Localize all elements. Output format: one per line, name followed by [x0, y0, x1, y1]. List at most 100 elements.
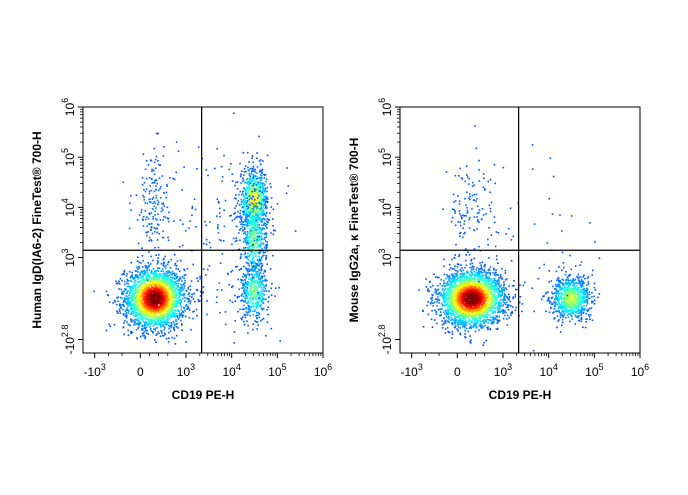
data-point: [260, 240, 262, 242]
data-point: [248, 161, 250, 163]
data-point: [505, 312, 507, 314]
data-point: [261, 283, 263, 285]
data-point: [264, 247, 266, 249]
data-point: [257, 185, 259, 187]
data-point: [260, 276, 262, 278]
data-point: [138, 327, 140, 329]
plot-frame: [83, 107, 323, 353]
data-point: [151, 297, 153, 299]
data-point: [190, 285, 192, 287]
data-point: [160, 219, 162, 221]
data-point: [242, 224, 244, 226]
data-point: [142, 335, 144, 337]
data-point: [265, 174, 267, 176]
data-point: [151, 293, 153, 295]
data-point: [171, 295, 173, 297]
data-point: [119, 304, 121, 306]
data-point: [166, 338, 168, 340]
data-point: [262, 209, 264, 211]
data-point: [162, 270, 164, 272]
data-point: [206, 225, 208, 227]
data-point: [256, 317, 258, 319]
data-point: [261, 267, 263, 269]
data-point: [252, 260, 254, 262]
data-point: [163, 259, 165, 261]
data-point: [252, 185, 254, 187]
data-point: [146, 288, 148, 290]
data-point: [259, 224, 261, 226]
data-point: [247, 232, 249, 234]
data-point: [153, 328, 155, 330]
data-point: [142, 184, 144, 186]
data-point: [168, 325, 170, 327]
data-point: [119, 281, 121, 283]
data-point: [209, 221, 211, 223]
data-point: [173, 312, 175, 314]
data-point: [252, 294, 254, 296]
data-point: [240, 215, 242, 217]
data-point: [181, 306, 183, 308]
data-point: [177, 280, 179, 282]
data-point: [221, 166, 223, 168]
data-point: [252, 224, 254, 226]
data-point: [263, 218, 265, 220]
data-point: [174, 278, 176, 280]
data-point: [250, 222, 252, 224]
data-point: [127, 273, 129, 275]
data-point: [271, 328, 273, 330]
data-point: [141, 209, 143, 211]
data-point: [151, 169, 153, 171]
data-point: [240, 210, 242, 212]
data-point: [257, 279, 259, 281]
data-point: [163, 278, 165, 280]
data-point: [127, 286, 129, 288]
data-point: [209, 242, 211, 244]
data-point: [146, 188, 148, 190]
data-point: [147, 310, 149, 312]
data-point: [264, 294, 266, 296]
data-point: [160, 313, 162, 315]
data-point: [261, 221, 263, 223]
data-point: [266, 178, 268, 180]
data-point: [206, 314, 208, 316]
data-point: [176, 265, 178, 267]
data-point: [144, 281, 146, 283]
data-point: [197, 299, 199, 301]
data-point: [184, 310, 186, 312]
data-point: [172, 304, 174, 306]
data-point: [264, 214, 266, 216]
data-point: [130, 309, 132, 311]
data-point: [114, 324, 116, 326]
data-point: [254, 186, 256, 188]
data-point: [119, 310, 121, 312]
data-point: [183, 166, 185, 168]
data-point: [250, 301, 252, 303]
data-point: [167, 276, 169, 278]
data-point: [133, 320, 135, 322]
data-point: [154, 231, 156, 233]
data-point: [259, 171, 261, 173]
data-point: [259, 284, 261, 286]
data-point: [174, 179, 176, 181]
data-point: [245, 190, 247, 192]
data-point: [241, 217, 243, 219]
data-point: [262, 255, 264, 257]
data-point: [266, 224, 268, 226]
data-point: [220, 262, 222, 264]
data-point: [257, 315, 259, 317]
data-point: [160, 197, 162, 199]
data-point: [127, 290, 129, 292]
data-point: [146, 318, 148, 320]
data-point: [157, 200, 159, 202]
data-point: [243, 195, 245, 197]
data-point: [240, 182, 242, 184]
data-point: [232, 220, 234, 222]
data-point: [131, 275, 133, 277]
data-point: [123, 322, 125, 324]
data-point: [261, 225, 263, 227]
data-point: [263, 252, 265, 254]
data-point: [125, 293, 127, 295]
data-point: [172, 271, 174, 273]
data-point: [261, 218, 263, 220]
data-point: [261, 169, 263, 171]
